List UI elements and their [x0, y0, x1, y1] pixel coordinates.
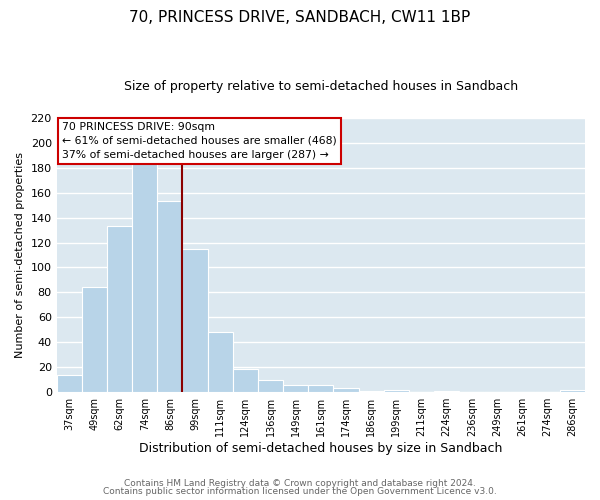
Text: 70 PRINCESS DRIVE: 90sqm
← 61% of semi-detached houses are smaller (468)
37% of : 70 PRINCESS DRIVE: 90sqm ← 61% of semi-d…	[62, 122, 337, 160]
Bar	[157, 202, 182, 392]
Bar	[258, 380, 283, 392]
Text: 70, PRINCESS DRIVE, SANDBACH, CW11 1BP: 70, PRINCESS DRIVE, SANDBACH, CW11 1BP	[130, 10, 470, 25]
Bar	[182, 249, 208, 392]
Bar	[308, 384, 334, 392]
X-axis label: Distribution of semi-detached houses by size in Sandbach: Distribution of semi-detached houses by …	[139, 442, 503, 455]
Bar	[132, 162, 157, 392]
Bar	[334, 388, 359, 392]
Bar	[208, 332, 233, 392]
Bar	[283, 384, 308, 392]
Bar	[82, 288, 107, 392]
Bar	[434, 391, 459, 392]
Y-axis label: Number of semi-detached properties: Number of semi-detached properties	[15, 152, 25, 358]
Title: Size of property relative to semi-detached houses in Sandbach: Size of property relative to semi-detach…	[124, 80, 518, 93]
Bar	[107, 226, 132, 392]
Text: Contains public sector information licensed under the Open Government Licence v3: Contains public sector information licen…	[103, 487, 497, 496]
Bar	[560, 390, 585, 392]
Bar	[359, 391, 384, 392]
Bar	[233, 368, 258, 392]
Text: Contains HM Land Registry data © Crown copyright and database right 2024.: Contains HM Land Registry data © Crown c…	[124, 478, 476, 488]
Bar	[56, 374, 82, 392]
Bar	[384, 390, 409, 392]
